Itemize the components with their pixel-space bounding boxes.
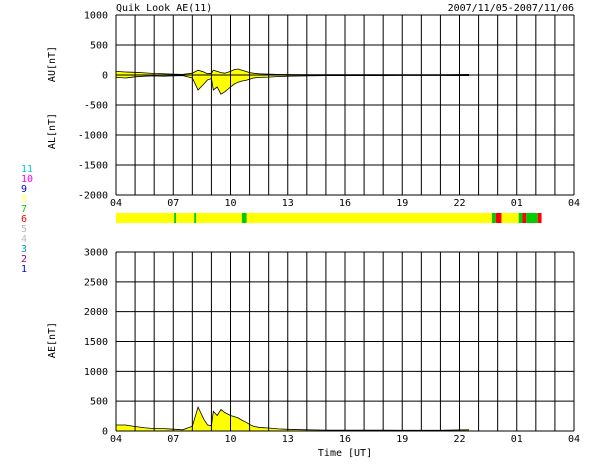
ae-x-tick-label: 01 <box>511 434 523 445</box>
nstn-segment <box>491 213 496 223</box>
ae-area <box>116 407 470 431</box>
station-legend-entry: 1 <box>21 264 27 275</box>
nstn-segment <box>174 213 177 223</box>
station-legend-entry: 9 <box>21 184 27 195</box>
ae-x-tick-label: 22 <box>453 434 465 445</box>
ae-x-tick-label: 16 <box>339 434 351 445</box>
au-al-x-tick-label: 01 <box>511 198 523 209</box>
station-legend-entry: 4 <box>21 234 27 245</box>
ae-y-tick-label: 3000 <box>84 248 108 259</box>
ae-x-tick-label: 07 <box>167 434 179 445</box>
au-al-y-tick-label: 1000 <box>84 11 108 22</box>
au-axis-label: AU[nT] <box>47 46 58 82</box>
nstn-segment <box>194 213 197 223</box>
station-legend-entry: 5 <box>21 224 27 235</box>
ae-x-tick-label: 13 <box>282 434 294 445</box>
au-al-x-tick-label: 19 <box>396 198 408 209</box>
ae-series <box>116 407 470 431</box>
nstn-segment <box>537 213 542 223</box>
ae-y-tick-label: 1500 <box>84 337 108 348</box>
ae-x-tick-label: 10 <box>224 434 236 445</box>
al-line <box>115 75 470 95</box>
au-al-y-tick-label: -1000 <box>78 131 108 142</box>
al-area <box>116 75 470 95</box>
au-line <box>115 68 470 76</box>
nstn-segment <box>116 213 175 223</box>
ae-x-tick-label: 04 <box>110 434 122 445</box>
au-al-x-tick-label: 22 <box>453 198 465 209</box>
nstn-segment <box>522 213 527 223</box>
au-al-y-tick-label: 500 <box>90 41 108 52</box>
station-legend-entry: 11 <box>21 164 33 175</box>
ae-x-tick-label: 19 <box>396 434 408 445</box>
au-al-x-tick-label: 13 <box>282 198 294 209</box>
station-legend-entry: 6 <box>21 214 27 225</box>
nstn-segment <box>246 213 492 223</box>
nstn-bar <box>116 213 542 223</box>
au-al-y-tick-label: -500 <box>84 101 108 112</box>
station-legend-entry: 10 <box>21 174 33 185</box>
station-legend-entry: 7 <box>21 204 27 215</box>
nstn-segment <box>495 213 502 223</box>
ae-y-tick-label: 500 <box>90 397 108 408</box>
au-area <box>116 69 470 75</box>
ae-x-tick-label: 04 <box>568 434 580 445</box>
station-legend-entry: 3 <box>21 244 27 255</box>
au-al-x-tick-label: 16 <box>339 198 351 209</box>
nstn-segment <box>518 213 523 223</box>
au-al-x-tick-label: 04 <box>110 198 122 209</box>
ae-line <box>116 406 470 431</box>
nstn-segment <box>241 213 247 223</box>
au-al-y-tick-label: 0 <box>102 71 108 82</box>
station-legend-entry: 8 <box>21 194 27 205</box>
figure-title: Quik Look AE(11) <box>116 3 212 14</box>
al-axis-label: AL[nT] <box>47 113 58 149</box>
au-al-x-tick-label: 10 <box>224 198 236 209</box>
ae-axis-label: AE[nT] <box>47 322 58 358</box>
ae-y-tick-label: 0 <box>102 427 108 438</box>
au-al-y-tick-label: -2000 <box>78 191 108 202</box>
nstn-segment <box>501 213 519 223</box>
nstn-segment <box>196 213 242 223</box>
au-al-series <box>116 69 470 95</box>
station-legend-entry: 2 <box>21 254 27 265</box>
ae-y-tick-label: 2000 <box>84 307 108 318</box>
ae-y-tick-label: 2500 <box>84 277 108 288</box>
au-al-x-tick-label: 07 <box>167 198 179 209</box>
nstn-segment <box>526 213 538 223</box>
ae-y-tick-label: 1000 <box>84 367 108 378</box>
date-range: 2007/11/05-2007/11/06 <box>448 3 574 14</box>
x-axis-label: Time [UT] <box>318 448 372 459</box>
au-al-x-tick-label: 04 <box>568 198 580 209</box>
nstn-segment <box>176 213 195 223</box>
au-al-y-tick-label: -1500 <box>78 161 108 172</box>
